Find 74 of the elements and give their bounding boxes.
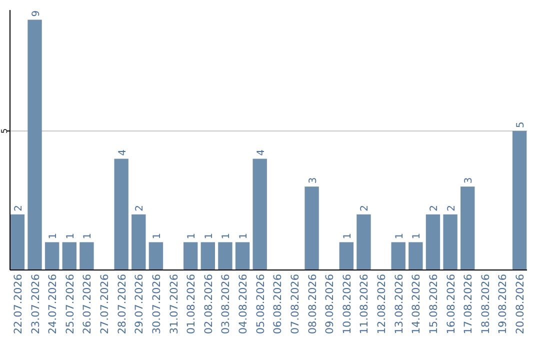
x-tick-label: 29.07.2026: [134, 274, 146, 334]
x-tick-label: 23.07.2026: [30, 274, 42, 334]
x-tick-label: 30.07.2026: [150, 274, 163, 334]
x-tick-label: 01.08.2026: [186, 274, 198, 334]
data-label: 2: [360, 205, 371, 212]
data-label: 2: [446, 205, 458, 212]
x-tick-label: 07.08.2026: [289, 274, 302, 334]
x-tick-label: 06.08.2026: [272, 274, 284, 334]
data-label: 1: [82, 232, 94, 240]
bar: [443, 214, 458, 270]
x-tick-label: 22.07.2026: [12, 274, 24, 334]
data-label: 3: [308, 177, 319, 184]
x-tick-label: 12.08.2026: [376, 274, 388, 334]
x-tick-label: 28.07.2026: [116, 274, 128, 334]
data-label: 1: [204, 232, 215, 240]
x-tick-label: 05.08.2026: [254, 274, 267, 334]
bar: [200, 242, 215, 270]
bar: [460, 186, 475, 270]
x-tick-label: 03.08.2026: [220, 274, 232, 334]
data-label: 5: [516, 122, 527, 128]
bar: [408, 242, 423, 270]
x-tick-label: 19.08.2026: [497, 274, 510, 334]
data-label: 1: [186, 232, 198, 240]
data-label: 4: [256, 149, 267, 156]
x-tick-label: 31.07.2026: [168, 274, 180, 334]
bar: [148, 242, 164, 270]
x-tick-label: 13.08.2026: [393, 274, 406, 334]
x-tick-label: 02.08.2026: [202, 274, 215, 334]
x-tick-label: 18.08.2026: [480, 274, 492, 334]
data-label: 9: [30, 10, 42, 17]
bar: [218, 242, 232, 270]
x-tick-label: 24.07.2026: [47, 274, 60, 334]
data-label: 4: [117, 149, 128, 156]
x-tick-label: 09.08.2026: [324, 274, 336, 334]
x-tick-label: 15.08.2026: [428, 274, 440, 334]
x-tick-label: 26.07.2026: [82, 274, 94, 334]
bar: [339, 242, 354, 270]
bar: [10, 214, 25, 270]
data-label: 1: [152, 232, 163, 240]
x-tick-label: 16.08.2026: [445, 274, 458, 334]
x-tick-label: 11.08.2026: [358, 274, 371, 334]
bar: [252, 158, 267, 270]
data-label: 1: [412, 232, 423, 240]
x-tick-label: 14.08.2026: [410, 274, 423, 334]
data-label: 3: [464, 177, 475, 184]
bar: [391, 242, 406, 270]
data-label: 1: [394, 232, 406, 240]
x-tick-label: 25.07.2026: [64, 274, 76, 334]
data-label: 1: [65, 232, 76, 240]
bar: [114, 158, 128, 270]
x-tick-label: 04.08.2026: [238, 274, 250, 334]
x-tick-label: 08.08.2026: [306, 274, 319, 334]
data-label: 2: [13, 205, 24, 212]
bar: [28, 20, 42, 270]
x-tick-label: 10.08.2026: [341, 274, 354, 334]
bar: [356, 214, 371, 270]
bar: [80, 242, 94, 270]
data-label: 1: [48, 232, 60, 240]
data-label: 1: [221, 232, 232, 240]
data-label: 1: [238, 232, 250, 240]
bar: [132, 214, 146, 270]
x-tick-label: 17.08.2026: [462, 274, 475, 334]
x-tick-label: 20.08.2026: [514, 274, 527, 334]
bar: [183, 242, 198, 270]
bar: [426, 214, 440, 270]
bar: [512, 130, 527, 270]
bar: [304, 186, 319, 270]
bar: [44, 242, 60, 270]
bar: [62, 242, 76, 270]
bar: [235, 242, 250, 270]
data-label: 1: [342, 232, 354, 240]
data-label: 2: [134, 205, 146, 212]
x-tick-label: 27.07.2026: [99, 274, 112, 334]
data-label: 2: [428, 205, 440, 212]
